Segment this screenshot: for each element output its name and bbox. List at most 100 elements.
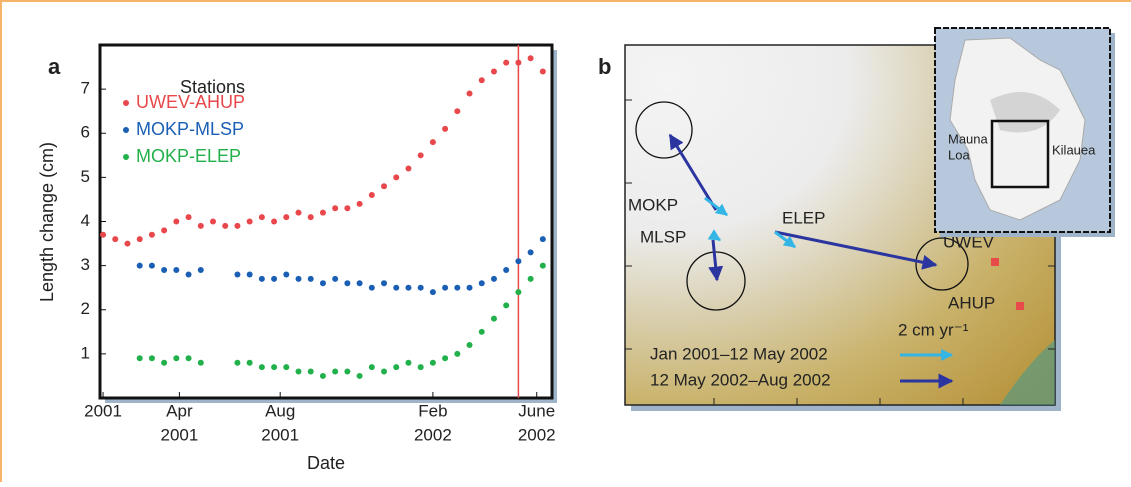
data-point (332, 276, 338, 282)
data-point (247, 271, 253, 277)
data-point (442, 285, 448, 291)
data-point (393, 174, 399, 180)
data-point (381, 280, 387, 286)
data-point (234, 271, 240, 277)
data-point (503, 60, 509, 66)
station-label: ELEP (782, 208, 825, 227)
x-tick-label: June (518, 401, 555, 420)
data-point (430, 289, 436, 295)
data-point (198, 223, 204, 229)
data-point (161, 267, 167, 273)
data-point (186, 214, 192, 220)
data-point (186, 271, 192, 277)
x-tick-label: 2001 (160, 425, 198, 444)
x-tick-label: Feb (418, 401, 447, 420)
data-point (259, 214, 265, 220)
inset-label: Kilauea (1052, 142, 1096, 157)
data-point (418, 364, 424, 370)
data-point (430, 360, 436, 366)
data-point (454, 351, 460, 357)
data-point (283, 364, 289, 370)
data-point (308, 276, 314, 282)
data-point (296, 276, 302, 282)
data-point (149, 232, 155, 238)
scale-label: 2 cm yr⁻¹ (898, 320, 969, 339)
inset-label: Loa (948, 147, 970, 162)
data-point (381, 183, 387, 189)
data-point (186, 355, 192, 361)
station-label: AHUP (948, 293, 995, 312)
data-point (271, 364, 277, 370)
y-tick-label: 3 (81, 255, 90, 274)
data-point (332, 369, 338, 375)
data-point (344, 369, 350, 375)
data-point (259, 364, 265, 370)
data-point (491, 68, 497, 74)
data-point (454, 285, 460, 291)
data-point (320, 280, 326, 286)
inset-label: Mauna (948, 131, 989, 146)
data-point (491, 316, 497, 322)
data-point (173, 267, 179, 273)
data-point (247, 219, 253, 225)
data-point (430, 139, 436, 145)
data-point (210, 219, 216, 225)
figure: a Stations Length change (cm) Date 12345… (0, 0, 1131, 482)
data-point (320, 373, 326, 379)
data-point (296, 369, 302, 375)
panel-label: b (598, 54, 611, 79)
data-point (357, 201, 363, 207)
legend-label: MOKP-MLSP (136, 119, 244, 139)
data-point (442, 355, 448, 361)
data-point (369, 192, 375, 198)
data-point (491, 276, 497, 282)
data-point (137, 236, 143, 242)
data-point (308, 369, 314, 375)
data-point (161, 360, 167, 366)
y-tick-label: 4 (81, 211, 90, 230)
data-point (479, 329, 485, 335)
data-point (271, 276, 277, 282)
x-tick-label: 2002 (518, 425, 556, 444)
legend-marker (123, 100, 129, 106)
y-tick-label: 1 (81, 343, 90, 362)
data-point (479, 77, 485, 83)
data-point (528, 55, 534, 61)
x-tick-label: 2001 (261, 425, 299, 444)
data-point (515, 60, 521, 66)
data-point (320, 210, 326, 216)
station-marker (991, 258, 999, 266)
data-point (357, 373, 363, 379)
panel-label: a (48, 54, 61, 79)
data-point (528, 249, 534, 255)
data-point (418, 152, 424, 158)
x-tick-label: 2001 (84, 401, 122, 420)
data-point (173, 219, 179, 225)
data-point (515, 258, 521, 264)
data-point (283, 214, 289, 220)
data-point (503, 302, 509, 308)
legend-marker (123, 127, 129, 133)
data-point (259, 276, 265, 282)
data-point (540, 263, 546, 269)
data-point (503, 267, 509, 273)
data-point (149, 355, 155, 361)
data-point (112, 236, 118, 242)
data-point (405, 166, 411, 172)
data-point (173, 355, 179, 361)
data-point (283, 271, 289, 277)
data-point (393, 285, 399, 291)
y-tick-label: 7 (81, 79, 90, 98)
legend-label: UWEV-AHUP (136, 92, 245, 112)
data-point (149, 263, 155, 269)
data-point (418, 285, 424, 291)
data-point (467, 285, 473, 291)
data-point (381, 369, 387, 375)
data-point (234, 223, 240, 229)
data-point (405, 285, 411, 291)
x-tick-label: 2002 (414, 425, 452, 444)
data-point (271, 219, 277, 225)
data-point (344, 280, 350, 286)
data-point (161, 227, 167, 233)
data-point (222, 223, 228, 229)
